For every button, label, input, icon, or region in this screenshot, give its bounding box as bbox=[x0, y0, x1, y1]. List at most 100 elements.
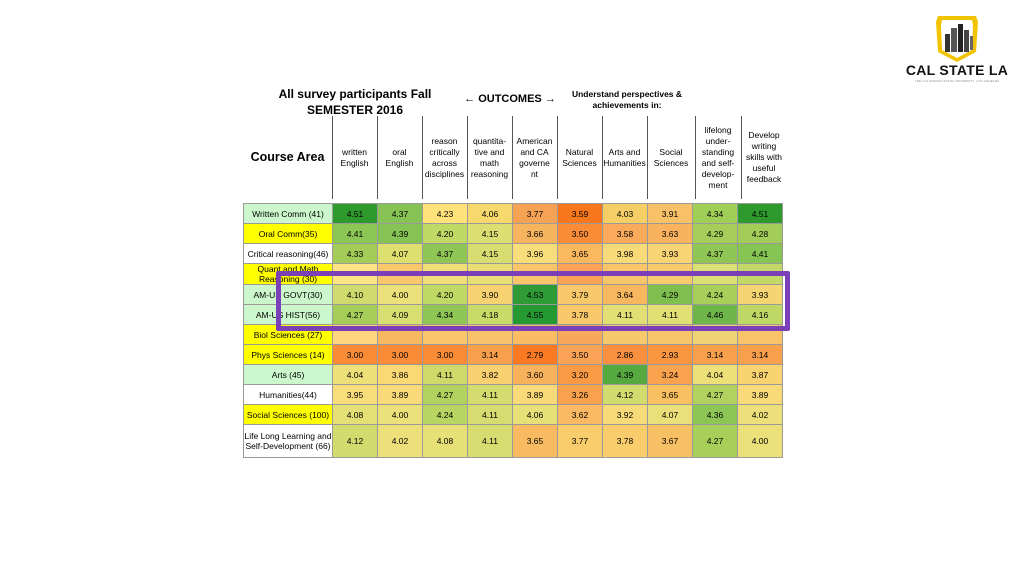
score-cell: 3.14 bbox=[467, 344, 513, 365]
score-cell: 3.77 bbox=[557, 424, 603, 458]
score-cell: 4.41 bbox=[737, 243, 783, 264]
score-cell: 3.65 bbox=[557, 243, 603, 264]
score-cell: 3.67 bbox=[647, 424, 693, 458]
header-divider bbox=[602, 116, 603, 199]
column-header: Develop writing skills with useful feedb… bbox=[746, 130, 782, 184]
table-row: Life Long Learning and Self-Development … bbox=[243, 424, 783, 458]
logo-tagline: THE CALIFORNIA STATE UNIVERSITY, LOS ANG… bbox=[914, 79, 1000, 83]
table-row: Oral Comm(35) 4.41 4.39 4.20 4.15 3.66 3.50 3.5… bbox=[243, 223, 783, 244]
score-cell: 4.12 bbox=[602, 384, 648, 405]
score-cell: 4.00 bbox=[737, 424, 783, 458]
score-cell: 4.39 bbox=[377, 223, 423, 244]
course-area-cell: Critical reasoning(46) bbox=[243, 243, 333, 264]
score-cell: 3.65 bbox=[647, 384, 693, 405]
score-cell: 4.04 bbox=[332, 364, 378, 385]
score-cell: 3.87 bbox=[737, 364, 783, 385]
score-cell: 3.93 bbox=[737, 284, 783, 305]
score-cell: 3.00 bbox=[422, 344, 468, 365]
score-cell: 2.79 bbox=[512, 344, 558, 365]
score-cell: 4.39 bbox=[602, 364, 648, 385]
score-cell: 3.96 bbox=[512, 243, 558, 264]
score-cell: 3.89 bbox=[377, 384, 423, 405]
score-cell: 3.20 bbox=[557, 364, 603, 385]
score-cell: 3.82 bbox=[467, 364, 513, 385]
score-cell: 3.24 bbox=[647, 364, 693, 385]
course-area-cell: AM-US HIST(56) bbox=[243, 304, 333, 325]
header-divider bbox=[422, 116, 423, 199]
score-cell: 4.02 bbox=[377, 424, 423, 458]
score-cell: 4.37 bbox=[377, 203, 423, 224]
score-cell: 4.51 bbox=[737, 203, 783, 224]
header-divider bbox=[647, 116, 648, 199]
score-cell: 3.90 bbox=[467, 284, 513, 305]
score-cell: 4.11 bbox=[467, 424, 513, 458]
score-cell: 4.07 bbox=[377, 243, 423, 264]
column-header: written English bbox=[340, 146, 369, 168]
course-area-cell: AM-US GOVT(30) bbox=[243, 284, 333, 305]
score-cell: 4.09 bbox=[377, 304, 423, 325]
course-area-cell: Humanities(44) bbox=[243, 384, 333, 405]
score-cell: 4.34 bbox=[692, 203, 738, 224]
column-header: quantita- tive and math reasoning bbox=[470, 135, 509, 179]
score-cell: 4.06 bbox=[512, 404, 558, 425]
score-cell: 4.15 bbox=[467, 243, 513, 264]
table-row: Written Comm (41) 4.51 4.37 4.23 4.06 3.77 3.5… bbox=[243, 203, 783, 224]
score-cell: 4.11 bbox=[467, 404, 513, 425]
score-cell: 4.29 bbox=[647, 284, 693, 305]
score-cell: 4.36 bbox=[692, 404, 738, 425]
score-cell: 4.07 bbox=[647, 404, 693, 425]
table-row: Critical reasoning(46) 4.33 4.07 4.37 4.15 3.… bbox=[243, 243, 783, 264]
score-cell: 3.92 bbox=[602, 404, 648, 425]
score-cell: 3.50 bbox=[557, 344, 603, 365]
score-cell: 4.23 bbox=[422, 203, 468, 224]
understand-heading: Understand perspectives & achievements i… bbox=[571, 89, 683, 110]
score-cell: 4.37 bbox=[422, 243, 468, 264]
score-cell: 3.62 bbox=[557, 404, 603, 425]
score-cell: 4.41 bbox=[332, 223, 378, 244]
column-header: Social Sciences bbox=[653, 146, 689, 168]
score-cell: 3.65 bbox=[512, 424, 558, 458]
score-cell: 4.51 bbox=[332, 203, 378, 224]
score-cell: 3.00 bbox=[332, 344, 378, 365]
score-cell: 2.93 bbox=[647, 344, 693, 365]
score-cell: 4.08 bbox=[422, 424, 468, 458]
outcomes-table: Written Comm (41) 4.51 4.37 4.23 4.06 3.77 3.5… bbox=[243, 203, 783, 458]
score-cell: 4.27 bbox=[422, 384, 468, 405]
score-cell: 3.64 bbox=[602, 284, 648, 305]
score-cell: 3.26 bbox=[557, 384, 603, 405]
course-area-cell: Phys Sciences (14) bbox=[243, 344, 333, 365]
score-cell: 3.63 bbox=[647, 223, 693, 244]
score-cell: 4.11 bbox=[422, 364, 468, 385]
score-cell: 4.08 bbox=[332, 404, 378, 425]
course-area-cell: Written Comm (41) bbox=[243, 203, 333, 224]
score-cell: 3.93 bbox=[647, 243, 693, 264]
table-title: All survey participants Fall SEMESTER 20… bbox=[278, 87, 432, 117]
score-cell: 3.89 bbox=[737, 384, 783, 405]
score-cell: 4.24 bbox=[422, 404, 468, 425]
outcomes-heading: ← OUTCOMES → bbox=[464, 93, 556, 105]
header-divider bbox=[377, 116, 378, 199]
score-cell: 4.16 bbox=[737, 304, 783, 325]
course-area-header: Course Area bbox=[250, 150, 325, 164]
score-cell: 4.11 bbox=[467, 384, 513, 405]
table-row: AM-US GOVT(30) 4.10 4.00 4.20 3.90 4.53 3.79 3.… bbox=[243, 284, 783, 305]
course-area-cell: Social Sciences (100) bbox=[243, 404, 333, 425]
header-divider bbox=[741, 116, 742, 199]
score-cell: 3.98 bbox=[602, 243, 648, 264]
score-cell: 4.04 bbox=[692, 364, 738, 385]
column-header: reason critically across disciplines bbox=[424, 135, 465, 179]
score-cell: 4.20 bbox=[422, 223, 468, 244]
table-row: Arts (45) 4.04 3.86 4.11 3.82 3.60 3.20 4.39 3.2… bbox=[243, 364, 783, 385]
header-divider bbox=[557, 116, 558, 199]
score-cell: 3.14 bbox=[692, 344, 738, 365]
column-header: lifelong under- standing and self- devel… bbox=[701, 124, 735, 190]
header-divider bbox=[695, 116, 696, 199]
course-area-cell: Life Long Learning and Self-Development … bbox=[243, 424, 333, 458]
table-row: Phys Sciences (14) 3.00 3.00 3.00 3.14 2.79 3.… bbox=[243, 344, 783, 365]
score-cell: 4.10 bbox=[332, 284, 378, 305]
header-divider bbox=[467, 116, 468, 199]
score-cell: 4.06 bbox=[467, 203, 513, 224]
column-header: American and CA governe nt bbox=[516, 135, 553, 179]
score-cell: 3.59 bbox=[557, 203, 603, 224]
score-cell: 3.77 bbox=[512, 203, 558, 224]
